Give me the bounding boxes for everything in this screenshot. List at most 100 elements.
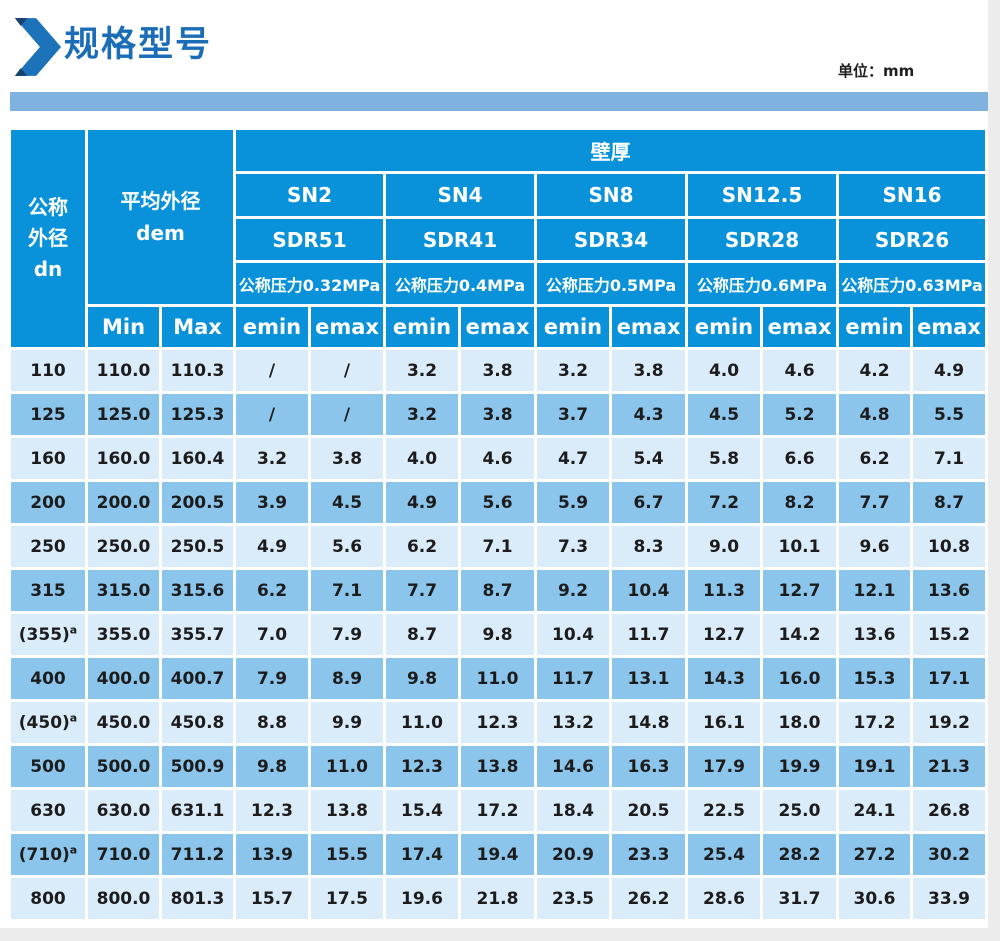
value-cell: / [308,347,386,394]
value-cell: 30.6 [836,875,913,922]
value-cell: 10.4 [609,567,688,614]
value-cell: 8.7 [909,479,988,526]
footnote-marker: a [69,710,78,724]
col-header-sn: SN16 [835,171,988,219]
value-cell: 7.0 [233,611,311,658]
value-cell: 7.3 [534,523,612,570]
value-cell: 7.7 [383,567,461,614]
value-cell: 5.6 [308,523,386,570]
col-header-emax: emax [760,304,839,350]
value-cell: 13.6 [836,611,913,658]
min-cell: 400.0 [85,655,162,702]
value-cell: 4.0 [383,435,461,482]
max-cell: 315.6 [159,567,236,614]
value-cell: 15.2 [909,611,988,658]
value-cell: 6.2 [233,567,311,614]
value-cell: 11.0 [383,699,461,746]
value-cell: 11.7 [534,655,612,702]
value-cell: 15.3 [836,655,913,702]
value-cell: 19.6 [383,875,461,922]
col-header-sn: SN8 [534,171,688,219]
table-row: (355)a 355.0 355.7 7.0 7.9 8.7 9.8 10.4 11.7 12.7… [8,611,988,658]
value-cell: 4.7 [534,435,612,482]
value-cell: 5.6 [458,479,537,526]
footnote-marker: a [69,622,78,636]
min-cell: 110.0 [85,347,162,394]
value-cell: 3.8 [308,435,386,482]
value-cell: 4.0 [685,347,763,394]
value-cell: / [233,391,311,438]
max-cell: 450.8 [159,699,236,746]
spec-table: 公称 外径 dn 平均外径 dem 壁厚 SN2 SN4 SN8 SN12.5 … [8,127,988,922]
dem-line: dem [136,221,185,245]
value-cell: 10.8 [909,523,988,570]
divider-bar [10,92,988,111]
min-cell: 710.0 [85,831,162,878]
dn-cell: 315 [8,567,88,614]
dn-cell: (450)a [8,699,88,746]
value-cell: 4.2 [836,347,913,394]
header-row-sdr: SDR51 SDR41 SDR34 SDR28 SDR26 [10,216,988,263]
value-cell: 23.5 [534,875,612,922]
table-row: 500 500.0 500.9 9.8 11.0 12.3 13.8 14.6 16.3 17.9… [8,743,988,790]
value-cell: 18.0 [760,699,839,746]
col-header-sdr: SDR28 [685,216,839,263]
max-cell: 160.4 [159,435,236,482]
col-header-sn: SN2 [233,171,386,219]
dn-cell: 200 [8,479,88,526]
value-cell: 13.8 [308,787,386,834]
value-cell: 9.8 [383,655,461,702]
max-cell: 631.1 [159,787,236,834]
min-cell: 355.0 [85,611,162,658]
value-cell: 20.5 [609,787,688,834]
value-cell: / [233,347,311,394]
value-cell: 4.9 [233,523,311,570]
dn-cell: 250 [8,523,88,570]
min-cell: 160.0 [85,435,162,482]
value-cell: 13.6 [909,567,988,614]
col-header-emax: emax [458,304,537,350]
table-row: 200 200.0 200.5 3.9 4.5 4.9 5.6 5.9 6.7 7.2 8.2 7.7… [8,479,988,526]
min-cell: 250.0 [85,523,162,570]
dn-cell: 160 [8,435,88,482]
value-cell: 5.2 [760,391,839,438]
dn-cell: (710)a [8,831,88,878]
col-header-emin: emin [685,304,763,350]
value-cell: 21.8 [458,875,537,922]
max-cell: 250.5 [159,523,236,570]
value-cell: 14.3 [685,655,763,702]
value-cell: 8.3 [609,523,688,570]
col-header-sdr: SDR41 [383,216,537,263]
value-cell: 4.5 [685,391,763,438]
value-cell: 6.2 [383,523,461,570]
value-cell: 17.1 [909,655,988,702]
value-cell: 3.7 [534,391,612,438]
page-title: 规格型号 [64,25,213,65]
value-cell: 9.6 [836,523,913,570]
value-cell: 12.1 [836,567,913,614]
value-cell: 7.2 [685,479,763,526]
value-cell: 3.2 [534,347,612,394]
value-cell: 23.3 [609,831,688,878]
value-cell: 30.2 [909,831,988,878]
value-cell: 6.2 [836,435,913,482]
value-cell: 15.5 [308,831,386,878]
value-cell: 11.7 [609,611,688,658]
value-cell: 3.9 [233,479,311,526]
value-cell: 8.8 [233,699,311,746]
value-cell: 28.6 [685,875,763,922]
value-cell: 7.1 [458,523,537,570]
value-cell: 19.1 [836,743,913,790]
value-cell: 10.4 [534,611,612,658]
dn-cell: 125 [8,391,88,438]
col-header-max: Max [159,304,236,350]
dn-cell: (355)a [8,611,88,658]
col-header-emin: emin [383,304,461,350]
value-cell: 11.3 [685,567,763,614]
max-cell: 500.9 [159,743,236,790]
value-cell: 11.0 [458,655,537,702]
col-header-emin: emin [233,304,311,350]
value-cell: 17.5 [308,875,386,922]
value-cell: 13.1 [609,655,688,702]
value-cell: 33.9 [909,875,988,922]
